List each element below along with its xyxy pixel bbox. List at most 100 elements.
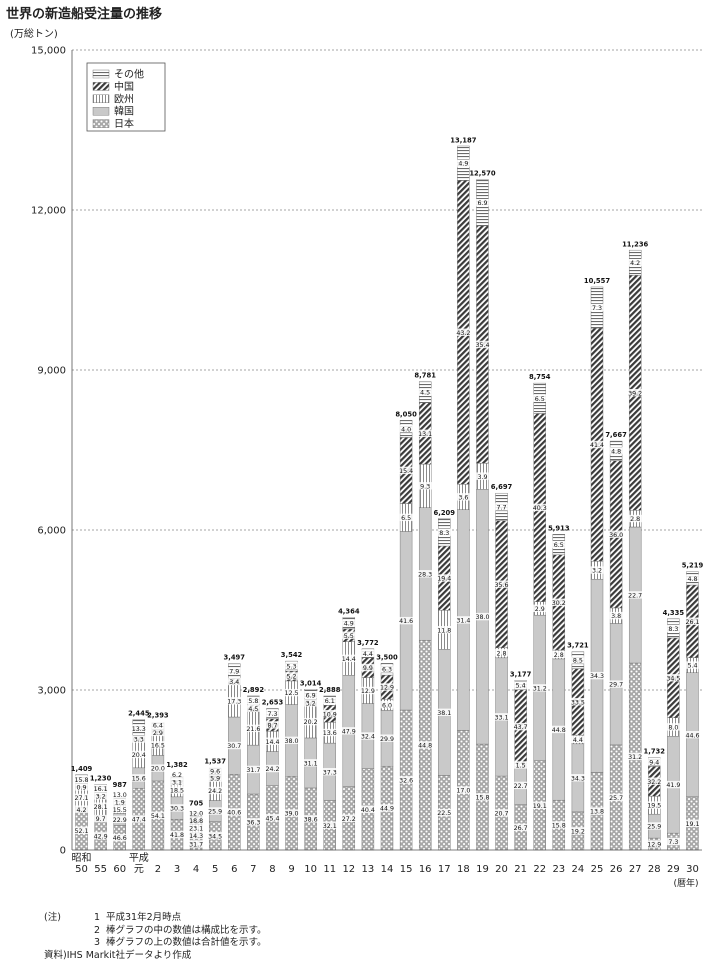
data-label: 3.8 (611, 613, 621, 620)
data-label-bg (476, 198, 489, 207)
data-label-bg (590, 566, 604, 574)
data-label-bg (342, 619, 356, 627)
data-label-bg (436, 808, 453, 817)
data-label-bg (607, 680, 625, 688)
data-label-bg (113, 798, 127, 806)
data-label: 3.6 (458, 494, 468, 501)
x-tick-label: 5 (212, 864, 218, 875)
note-num-2: 2 (93, 924, 100, 936)
data-label: 3.2 (96, 794, 106, 801)
data-label: 20.4 (132, 752, 146, 759)
data-label-bg (321, 709, 338, 718)
legend-swatch (92, 106, 110, 116)
data-label: 41.9 (666, 782, 680, 789)
x-tick-label: 6 (231, 864, 237, 875)
data-label: 44.9 (380, 806, 394, 813)
total-label: 8,754 (529, 373, 551, 381)
data-label: 19.2 (571, 828, 585, 835)
data-label: 25.9 (647, 824, 661, 831)
legend-label: 欧州 (114, 93, 134, 105)
data-label-bg (626, 752, 644, 761)
data-label: 7.3 (592, 305, 602, 312)
data-label-bg (187, 831, 205, 839)
data-label: 12.5 (285, 690, 299, 697)
x-tick-label: 50 (75, 864, 88, 875)
data-label: 41.4 (590, 442, 604, 449)
total-label: 3,721 (567, 642, 589, 650)
data-label: 36.3 (246, 820, 260, 827)
data-label-bg (73, 793, 90, 802)
data-label-bg (416, 429, 434, 438)
data-label-bg (206, 786, 224, 795)
data-label: 22.5 (437, 810, 451, 817)
data-label: 4.4 (573, 737, 583, 744)
data-label: 22.9 (113, 817, 127, 824)
data-label: 6.1 (325, 698, 335, 705)
data-label-bg (130, 750, 148, 759)
data-label: 22.7 (514, 783, 528, 790)
data-label: 4.8 (611, 448, 621, 455)
data-label: 16.1 (94, 786, 108, 793)
data-label: 4.5 (248, 706, 258, 713)
data-label: 30.2 (552, 600, 566, 607)
data-label: 12.9 (380, 685, 394, 692)
data-label: 19.5 (647, 803, 661, 810)
data-label-bg (416, 570, 434, 578)
data-label: 10.9 (323, 711, 337, 718)
data-label-bg (92, 802, 109, 810)
data-label-bg (285, 672, 298, 680)
y-tick-label: 9,000 (37, 366, 66, 377)
data-label: 28.1 (94, 804, 108, 811)
data-label: 13.6 (323, 730, 337, 737)
total-label: 1,230 (90, 774, 112, 782)
data-label-bg (94, 814, 108, 823)
data-label-bg (607, 793, 625, 802)
data-label: 6.5 (554, 542, 564, 549)
data-label-bg (111, 833, 128, 842)
data-label-bg (170, 770, 184, 779)
data-label: 19.4 (437, 576, 451, 583)
data-label-bg (399, 425, 413, 433)
data-label-bg (512, 781, 529, 790)
data-label-bg (456, 159, 470, 167)
data-label: 44.8 (418, 743, 432, 750)
note-row-1: (注) 1 平成31年2月時点 (44, 912, 267, 925)
data-label: 12.9 (647, 842, 661, 849)
data-label: 4.2 (77, 807, 87, 814)
x-axis-suffix: (暦年) (673, 877, 698, 889)
data-label: 33.1 (495, 714, 509, 721)
data-label: 38.6 (304, 816, 318, 823)
data-label-bg (92, 784, 109, 793)
data-label: 1.5 (516, 763, 526, 770)
data-label-bg (206, 807, 224, 815)
data-label: 2.8 (554, 652, 564, 659)
data-label: 27.1 (75, 795, 89, 802)
data-label: 26.1 (685, 619, 699, 626)
total-label: 10,557 (584, 277, 610, 285)
data-label-bg (380, 665, 394, 673)
data-label: 45.4 (265, 815, 279, 822)
data-label-bg (149, 764, 167, 772)
data-label: 29.7 (609, 682, 623, 689)
total-label: 3,542 (281, 651, 303, 659)
data-label: 40.3 (533, 505, 547, 512)
data-label-bg (378, 734, 396, 742)
data-label: 12.0 (189, 811, 203, 818)
data-label: 31.7 (246, 767, 260, 774)
total-label: 1,409 (71, 765, 93, 773)
data-label: 8.5 (573, 658, 583, 665)
data-label: 32.2 (647, 779, 661, 786)
data-label: 4.2 (630, 260, 640, 267)
note-row-3: 3 棒グラフの上の数値は合計値を示す。 (44, 937, 267, 950)
data-label: 40.6 (227, 810, 241, 817)
data-label: 14.3 (189, 833, 203, 840)
era-label: 昭和 (72, 852, 92, 864)
total-label: 3,772 (357, 639, 379, 647)
data-label-bg (531, 684, 548, 692)
total-label: 12,570 (469, 170, 495, 178)
data-label-bg (626, 388, 644, 397)
legend-swatch (92, 69, 110, 79)
data-label: 13.0 (113, 792, 127, 799)
x-tick-label: 60 (113, 864, 126, 875)
data-label-bg (646, 840, 663, 848)
